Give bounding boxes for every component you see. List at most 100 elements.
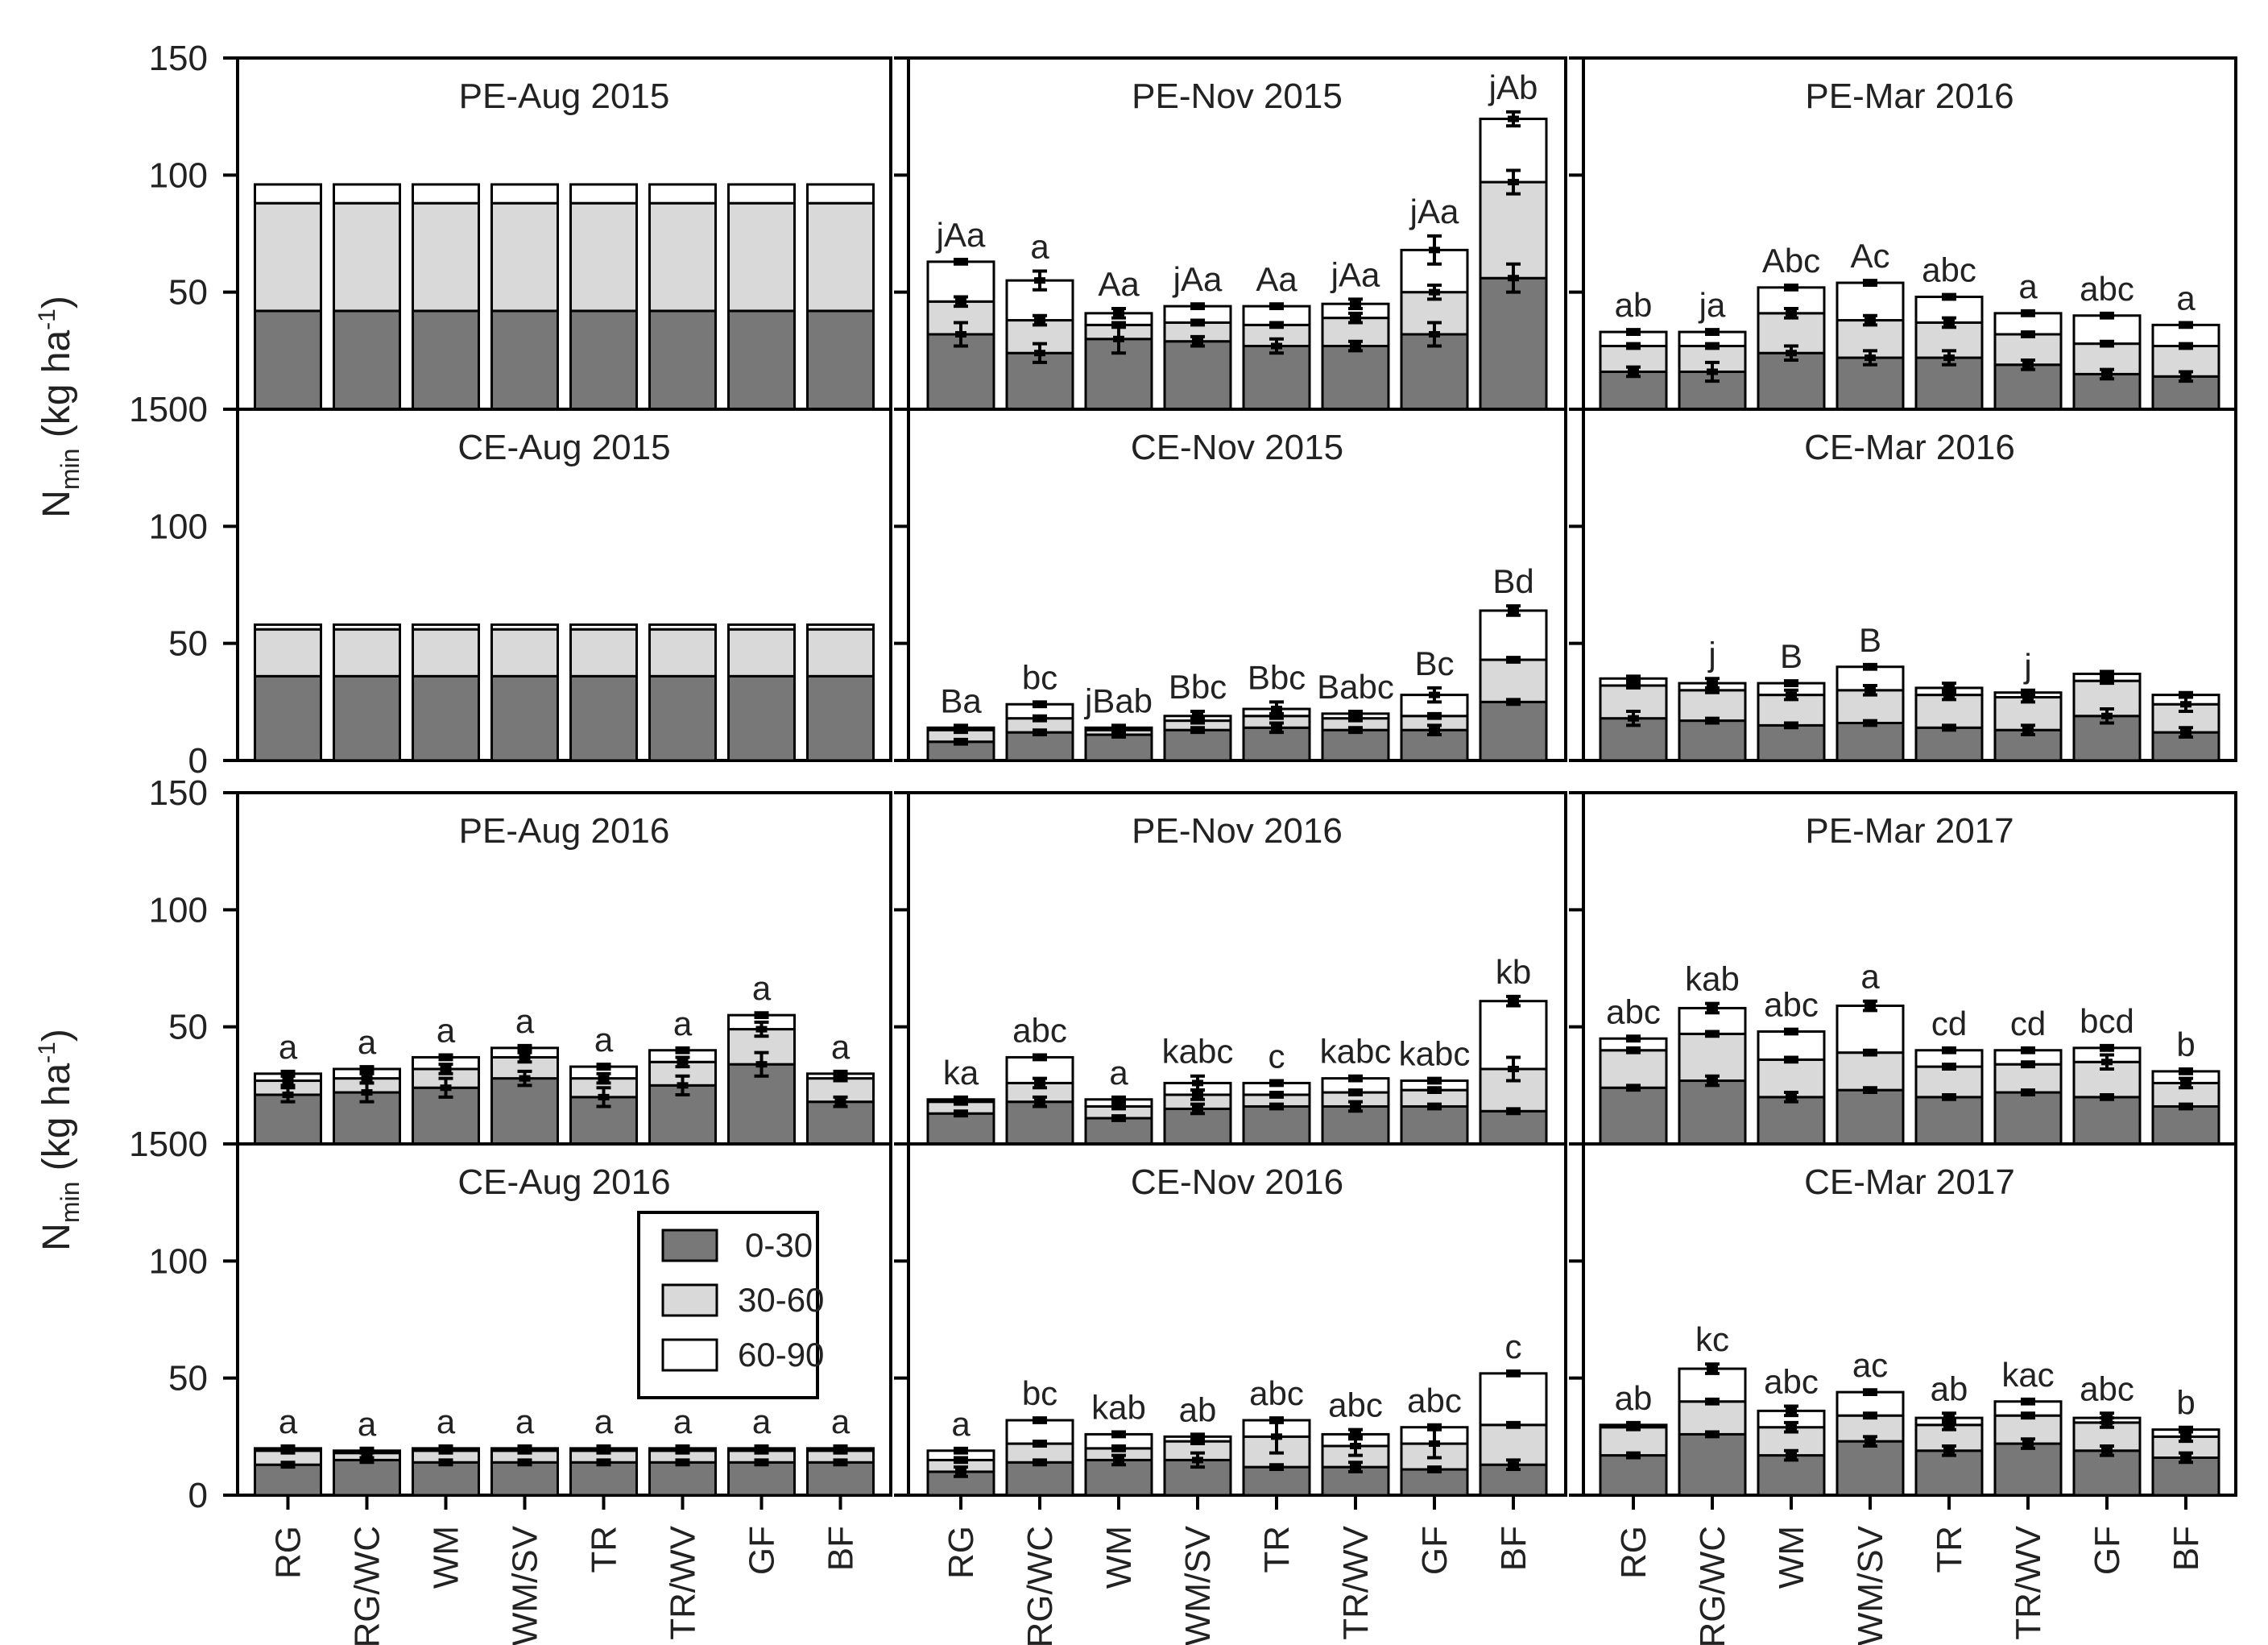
bar-segment-30-60 (1993, 1063, 2063, 1094)
error-mean-marker (1113, 731, 1124, 739)
category-label: RG (1614, 1526, 1653, 1579)
bar-segment-0-30 (412, 1461, 480, 1497)
error-mean-marker (1508, 115, 1519, 122)
error-mean-marker (1628, 715, 1639, 722)
significance-letter: Ba (940, 682, 982, 719)
error-mean-marker (1628, 682, 1639, 689)
category-label: BF (822, 1526, 861, 1571)
significance-letter: ab (1615, 1379, 1653, 1417)
error-mean-marker (1113, 1431, 1124, 1438)
error-mean-marker (1429, 1103, 1440, 1110)
error-mean-marker (1350, 1431, 1361, 1438)
significance-letter: Ac (1850, 237, 1889, 275)
error-mean-marker (1271, 1079, 1282, 1087)
error-mean-marker (1786, 1093, 1797, 1100)
y-title-main: N (35, 490, 78, 518)
y-title-close: ) (35, 1029, 78, 1042)
significance-letter: a (752, 969, 772, 1007)
error-mean-marker (2022, 330, 2034, 338)
error-mean-marker (2022, 309, 2034, 317)
legend: 0-30 30-60 60-90 (637, 1211, 824, 1399)
chart-panel: CE-Aug 2015 (223, 408, 892, 762)
bar-segment-60-90 (490, 623, 559, 631)
error-mean-marker (2101, 1059, 2113, 1066)
bar-segment-0-30 (926, 1112, 995, 1146)
significance-letter: abc (1764, 986, 1819, 1024)
bar-segment-60-90 (727, 183, 796, 205)
bar-segment-0-30 (806, 1100, 875, 1146)
error-mean-marker (2180, 1103, 2191, 1110)
bar-segment-60-90 (254, 623, 322, 631)
bar-segment-0-30 (254, 309, 322, 411)
error-mean-marker (1429, 288, 1440, 296)
category-label: GF (1415, 1526, 1455, 1575)
category-label: RG/WC (348, 1526, 387, 1645)
significance-letter: c (1505, 1328, 1522, 1365)
panel-frame (1582, 1142, 2237, 1497)
y-tick-label: 100 (149, 507, 208, 546)
significance-letter: abc (1606, 992, 1661, 1030)
error-mean-marker (1350, 314, 1361, 321)
significance-letter: a (594, 1021, 614, 1059)
error-mean-marker (1429, 247, 1440, 254)
bar-segment-0-30 (333, 309, 401, 411)
bar-segment-0-30 (806, 1461, 875, 1497)
panel-title: PE-Nov 2015 (1132, 77, 1343, 116)
error-mean-marker (1786, 1452, 1797, 1459)
bar-segment-30-60 (254, 201, 322, 313)
bar-segment-60-90 (412, 183, 480, 205)
error-mean-marker (2101, 1447, 2113, 1454)
error-mean-marker (1271, 724, 1282, 731)
bar-segment-60-90 (648, 183, 717, 205)
bar-segment-30-60 (1599, 1049, 1668, 1089)
bar-segment-0-30 (1163, 1107, 1232, 1146)
bar-segment-30-60 (806, 201, 875, 313)
bar-segment-0-30 (1163, 340, 1232, 411)
bar-segment-0-30 (1678, 1432, 1747, 1497)
error-mean-marker (1943, 1063, 1955, 1071)
error-mean-marker (440, 1084, 452, 1092)
bar-segment-60-90 (727, 623, 796, 631)
significance-letter: abc (1249, 1374, 1304, 1412)
error-mean-marker (440, 1459, 452, 1466)
category-label: RG/WC (1693, 1526, 1732, 1645)
error-mean-marker (519, 1444, 531, 1452)
error-mean-marker (2180, 1433, 2191, 1440)
bar-segment-0-30 (1479, 700, 1548, 762)
error-mean-marker (955, 330, 966, 338)
bar-segment-0-30 (1479, 1109, 1548, 1146)
significance-letter: Bd (1492, 562, 1533, 600)
y-tick-label: 150 (149, 773, 208, 813)
significance-letter: c (1269, 1038, 1285, 1075)
error-mean-marker (1864, 686, 1876, 694)
error-mean-marker (2180, 691, 2191, 698)
significance-letter: a (831, 1028, 850, 1066)
bar-segment-0-30 (2072, 1096, 2142, 1146)
category-label: GF (2088, 1526, 2127, 1575)
error-mean-marker (1786, 722, 1797, 729)
bar-segment-60-90 (648, 623, 717, 631)
error-mean-marker (519, 1075, 531, 1082)
error-mean-marker (1113, 1444, 1124, 1452)
panel-title: PE-Mar 2017 (1805, 811, 2013, 851)
category-label: BF (2167, 1526, 2206, 1571)
category-label: RG (269, 1526, 308, 1579)
error-mean-marker (1192, 319, 1203, 326)
category-label: WM/SV (506, 1525, 545, 1645)
error-mean-marker (1192, 1438, 1203, 1445)
bar-segment-0-30 (1836, 721, 1905, 762)
error-mean-marker (2022, 1089, 2034, 1096)
error-mean-marker (1707, 1365, 1718, 1373)
error-mean-marker (1034, 277, 1045, 284)
bar-segment-60-90 (1836, 1005, 1905, 1055)
bar-segment-0-30 (490, 309, 559, 411)
significance-letter: kabc (1320, 1033, 1392, 1071)
bar-segment-0-30 (2151, 1104, 2220, 1146)
error-mean-marker (1271, 1416, 1282, 1423)
significance-letter: cd (1931, 1005, 1967, 1042)
bar-segment-0-30 (1599, 1086, 1668, 1146)
error-mean-marker (1113, 1096, 1124, 1103)
error-mean-marker (1786, 1028, 1797, 1035)
bar-segment-0-30 (254, 1463, 322, 1497)
bar-segment-0-30 (569, 1461, 638, 1497)
